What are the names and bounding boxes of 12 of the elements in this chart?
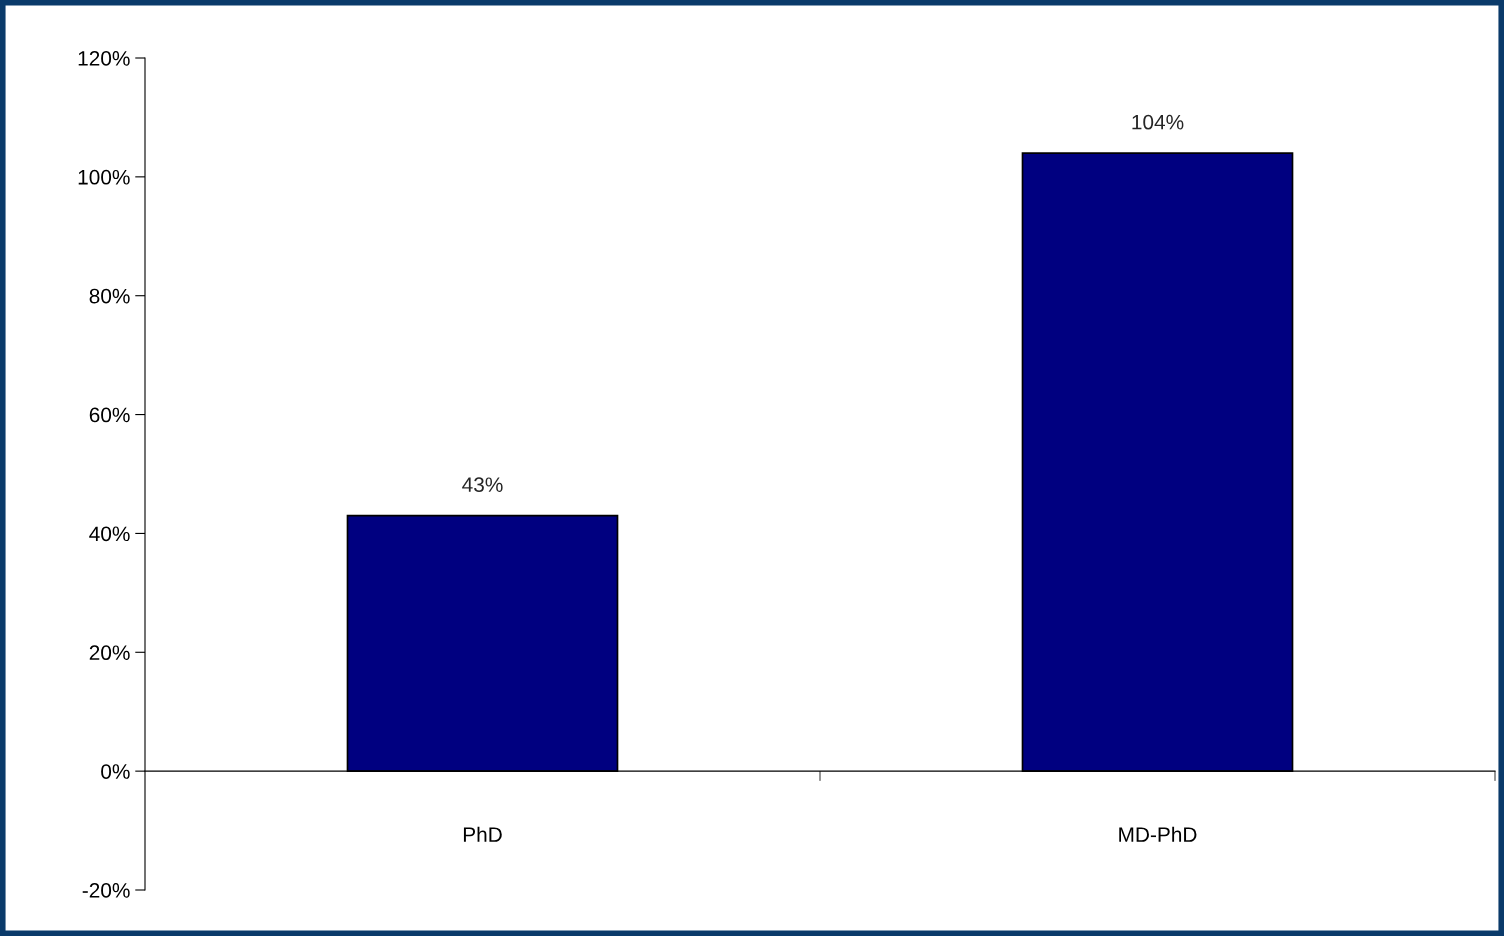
y-tick-label: 0% (101, 764, 130, 779)
y-tick-label: -20% (82, 883, 130, 898)
y-tick-label: 60% (89, 407, 130, 423)
y-tick-label: 20% (89, 645, 130, 661)
y-tick-label: 120% (78, 51, 130, 66)
data-label: 43% (462, 477, 503, 493)
data-label: 104% (1132, 114, 1184, 130)
x-tick-label: PhD (463, 826, 502, 842)
y-tick-label: 80% (89, 288, 130, 304)
y-tick-label: 40% (89, 526, 130, 542)
x-tick-label: MD-PhD (1119, 826, 1197, 842)
y-tick-label: 100% (78, 169, 130, 185)
